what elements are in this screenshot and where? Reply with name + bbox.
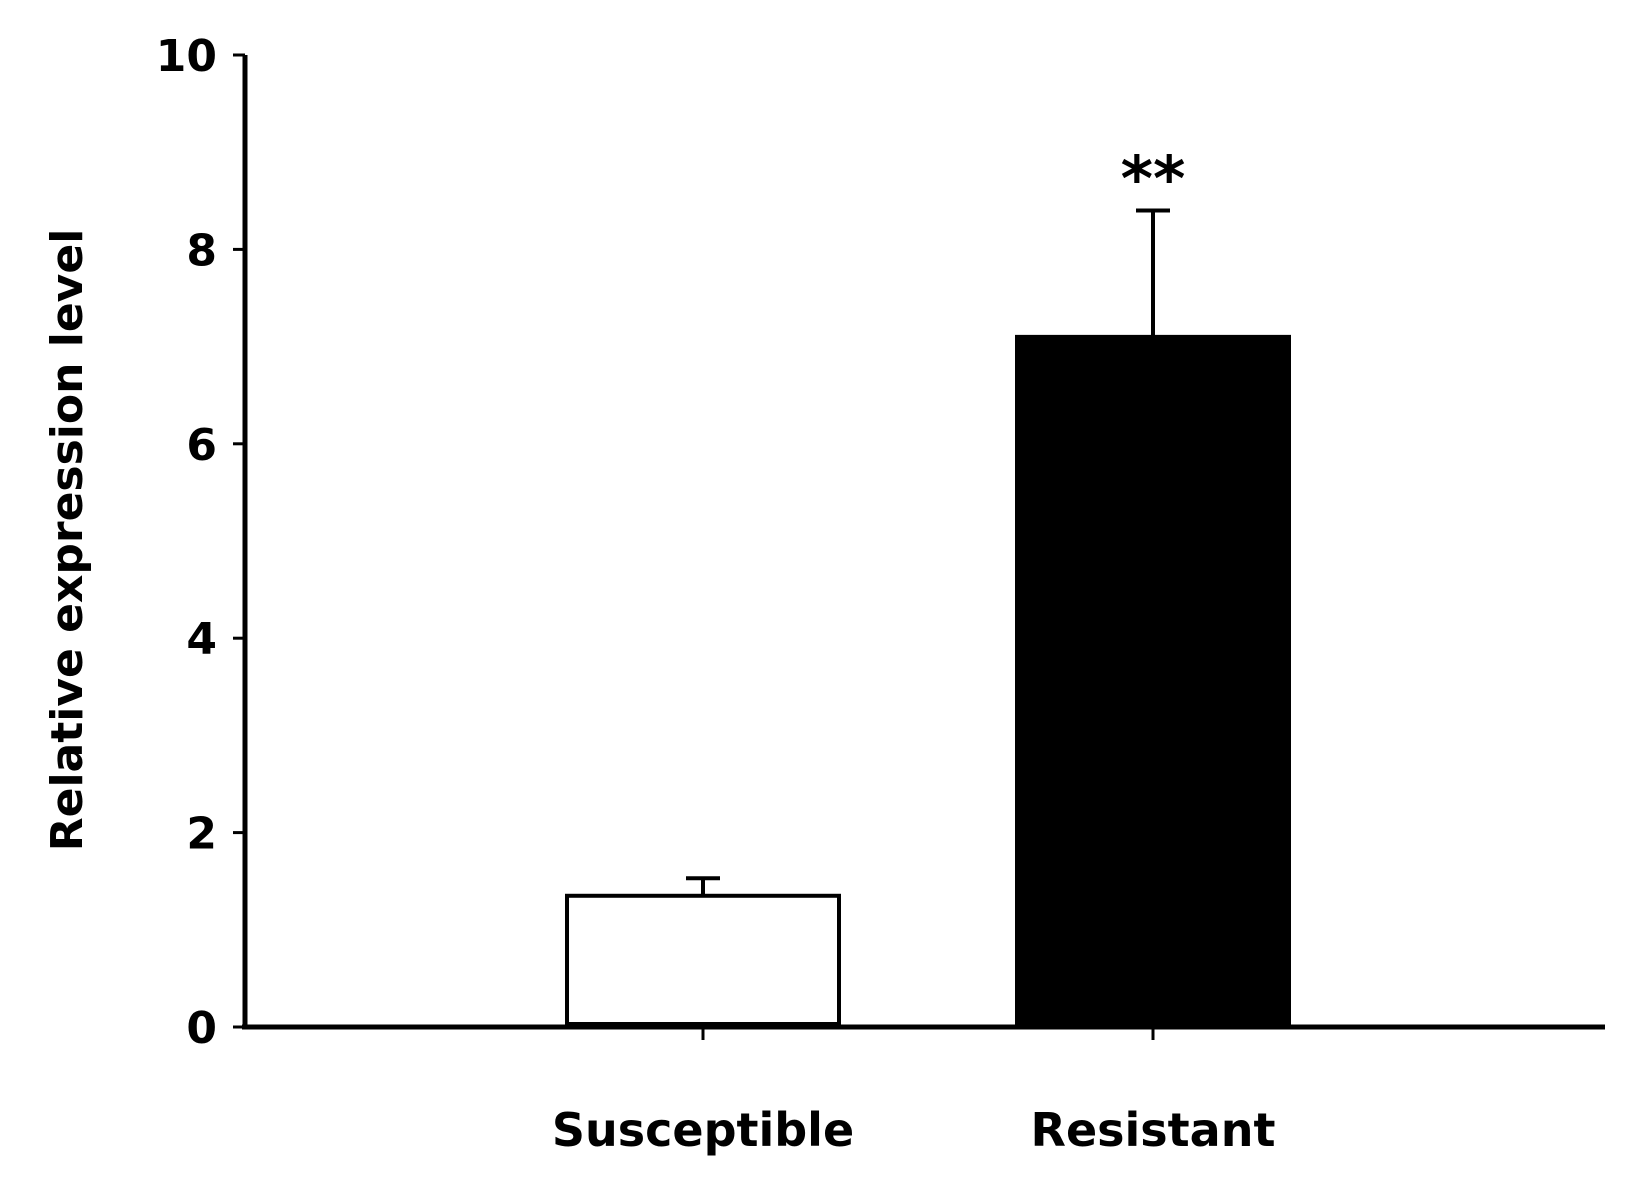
y-tick-label: 6 [186, 420, 217, 471]
bar-susceptible [565, 893, 841, 1027]
bar-resistant [1015, 334, 1291, 1026]
significance-marker: ** [1121, 143, 1186, 216]
category-label-resistant: Resistant [1031, 1103, 1276, 1157]
y-tick-label: 2 [186, 809, 217, 860]
category-label-susceptible: Susceptible [552, 1103, 854, 1157]
y-axis-title: Relative expression level [42, 229, 93, 852]
y-tick-label: 10 [156, 31, 217, 82]
y-tick-label: 0 [186, 1003, 217, 1054]
plot-area: 0 2 4 6 8 10 Susceptible Resistant ** [156, 31, 1605, 1157]
y-tick-label: 4 [186, 614, 217, 665]
y-tick-label: 8 [186, 225, 217, 276]
